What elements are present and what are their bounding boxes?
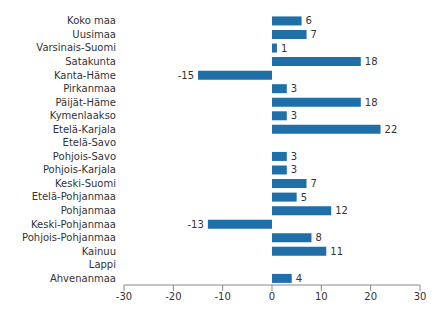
svg-text:Ahvenanmaa: Ahvenanmaa bbox=[50, 273, 116, 284]
svg-text:Etelä-Savo: Etelä-Savo bbox=[63, 137, 116, 148]
svg-text:Pohjois-Savo: Pohjois-Savo bbox=[53, 151, 116, 162]
svg-text:20: 20 bbox=[364, 291, 377, 302]
svg-text:1: 1 bbox=[281, 43, 287, 54]
svg-text:Etelä-Pohjanmaa: Etelä-Pohjanmaa bbox=[32, 191, 116, 202]
svg-text:18: 18 bbox=[365, 97, 378, 108]
svg-text:Kainuu: Kainuu bbox=[82, 246, 116, 257]
svg-text:12: 12 bbox=[335, 205, 348, 216]
svg-text:-30: -30 bbox=[116, 291, 132, 302]
svg-text:Uusimaa: Uusimaa bbox=[72, 29, 116, 40]
svg-text:3: 3 bbox=[291, 83, 297, 94]
svg-text:-20: -20 bbox=[165, 291, 181, 302]
svg-text:-10: -10 bbox=[214, 291, 230, 302]
svg-text:Satakunta: Satakunta bbox=[65, 56, 116, 67]
svg-text:Kymenlaakso: Kymenlaakso bbox=[50, 110, 116, 121]
svg-text:Pohjanmaa: Pohjanmaa bbox=[61, 205, 116, 216]
svg-text:5: 5 bbox=[301, 192, 307, 203]
svg-text:10: 10 bbox=[315, 291, 328, 302]
svg-text:Kanta-Häme: Kanta-Häme bbox=[54, 70, 116, 81]
svg-text:3: 3 bbox=[291, 151, 297, 162]
svg-text:Keski-Pohjanmaa: Keski-Pohjanmaa bbox=[31, 219, 116, 230]
svg-text:Etelä-Karjala: Etelä-Karjala bbox=[53, 124, 116, 135]
svg-text:-13: -13 bbox=[188, 219, 204, 230]
svg-text:Lappi: Lappi bbox=[89, 259, 116, 270]
svg-text:3: 3 bbox=[291, 164, 297, 175]
svg-text:4: 4 bbox=[296, 273, 302, 284]
svg-text:3: 3 bbox=[291, 110, 297, 121]
svg-text:18: 18 bbox=[365, 56, 378, 67]
svg-text:7: 7 bbox=[311, 178, 317, 189]
svg-text:Koko maa: Koko maa bbox=[67, 15, 116, 26]
svg-text:7: 7 bbox=[311, 29, 317, 40]
svg-text:Keski-Suomi: Keski-Suomi bbox=[55, 178, 116, 189]
svg-text:22: 22 bbox=[385, 124, 398, 135]
svg-text:11: 11 bbox=[330, 246, 343, 257]
svg-text:-15: -15 bbox=[178, 70, 194, 81]
svg-text:Pohjois-Pohjanmaa: Pohjois-Pohjanmaa bbox=[22, 232, 116, 243]
svg-text:30: 30 bbox=[414, 291, 427, 302]
svg-text:Pirkanmaa: Pirkanmaa bbox=[63, 83, 116, 94]
svg-text:Pohjois-Karjala: Pohjois-Karjala bbox=[43, 164, 116, 175]
svg-text:8: 8 bbox=[315, 232, 321, 243]
svg-text:Varsinais-Suomi: Varsinais-Suomi bbox=[36, 42, 116, 53]
svg-text:Päijät-Häme: Päijät-Häme bbox=[56, 97, 116, 108]
svg-text:0: 0 bbox=[269, 291, 275, 302]
svg-text:6: 6 bbox=[306, 15, 312, 26]
